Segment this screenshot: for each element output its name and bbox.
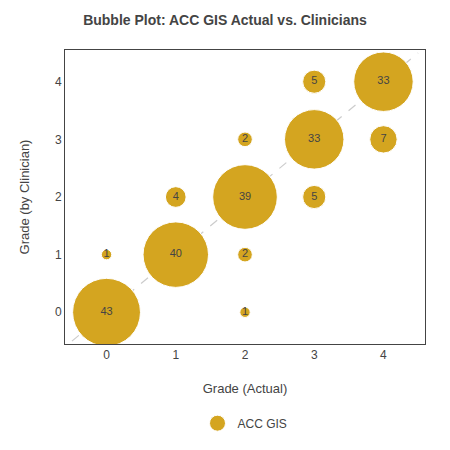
svg-text:39: 39 [239, 190, 251, 202]
svg-text:5: 5 [311, 190, 317, 202]
svg-text:4: 4 [380, 348, 387, 362]
svg-text:0: 0 [55, 305, 62, 319]
svg-text:33: 33 [308, 132, 320, 144]
svg-text:0: 0 [103, 348, 110, 362]
svg-text:1: 1 [242, 305, 248, 317]
svg-text:1: 1 [172, 348, 179, 362]
svg-text:2: 2 [242, 348, 249, 362]
svg-text:2: 2 [55, 190, 62, 204]
svg-text:Grade (Actual): Grade (Actual) [203, 381, 288, 396]
svg-text:Bubble Plot: ACC GIS Actual vs: Bubble Plot: ACC GIS Actual vs. Clinicia… [83, 12, 367, 28]
svg-text:2: 2 [242, 132, 248, 144]
svg-text:2: 2 [242, 247, 248, 259]
svg-text:3: 3 [55, 133, 62, 147]
svg-text:3: 3 [311, 348, 318, 362]
svg-text:33: 33 [377, 74, 389, 86]
svg-text:40: 40 [170, 247, 182, 259]
svg-text:43: 43 [100, 305, 112, 317]
svg-text:7: 7 [380, 132, 386, 144]
svg-text:4: 4 [173, 190, 179, 202]
svg-text:1: 1 [103, 247, 109, 259]
svg-text:5: 5 [311, 74, 317, 86]
svg-text:Grade (by Clinician): Grade (by Clinician) [17, 140, 32, 255]
svg-text:ACC GIS: ACC GIS [238, 417, 287, 431]
svg-text:1: 1 [55, 248, 62, 262]
svg-text:4: 4 [55, 75, 62, 89]
